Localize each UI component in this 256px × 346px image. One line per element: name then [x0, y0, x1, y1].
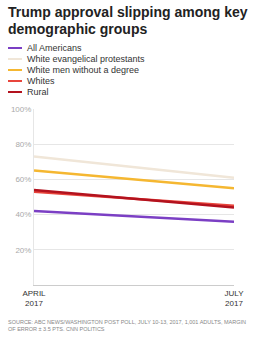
- html-text:White men without a degree: White men without a degree: [27, 64, 140, 75]
- html-text:White evangelical protestants: White evangelical protestants: [27, 53, 145, 64]
- html-text:All Americans: All Americans: [27, 42, 82, 53]
- svg-text:20%: 20%: [15, 246, 31, 255]
- html-text:Rural: Rural: [27, 86, 49, 97]
- svg-text:80%: 80%: [15, 140, 31, 149]
- html-text:Whites: Whites: [27, 75, 55, 86]
- html-text:Trump approval slipping among: Trump approval slipping among key demogr…: [8, 4, 248, 37]
- svg-text:100%: 100%: [11, 105, 31, 114]
- svg-text:60%: 60%: [15, 175, 31, 184]
- html-text:SOURCE: ABC NEWS/WASHINGTON PO: SOURCE: ABC NEWS/WASHINGTON POST POLL, J…: [8, 319, 246, 332]
- svg-text:40%: 40%: [15, 210, 31, 219]
- svg-text:JULY2017: JULY2017: [225, 289, 245, 308]
- svg-text:APRIL2017: APRIL2017: [22, 289, 46, 308]
